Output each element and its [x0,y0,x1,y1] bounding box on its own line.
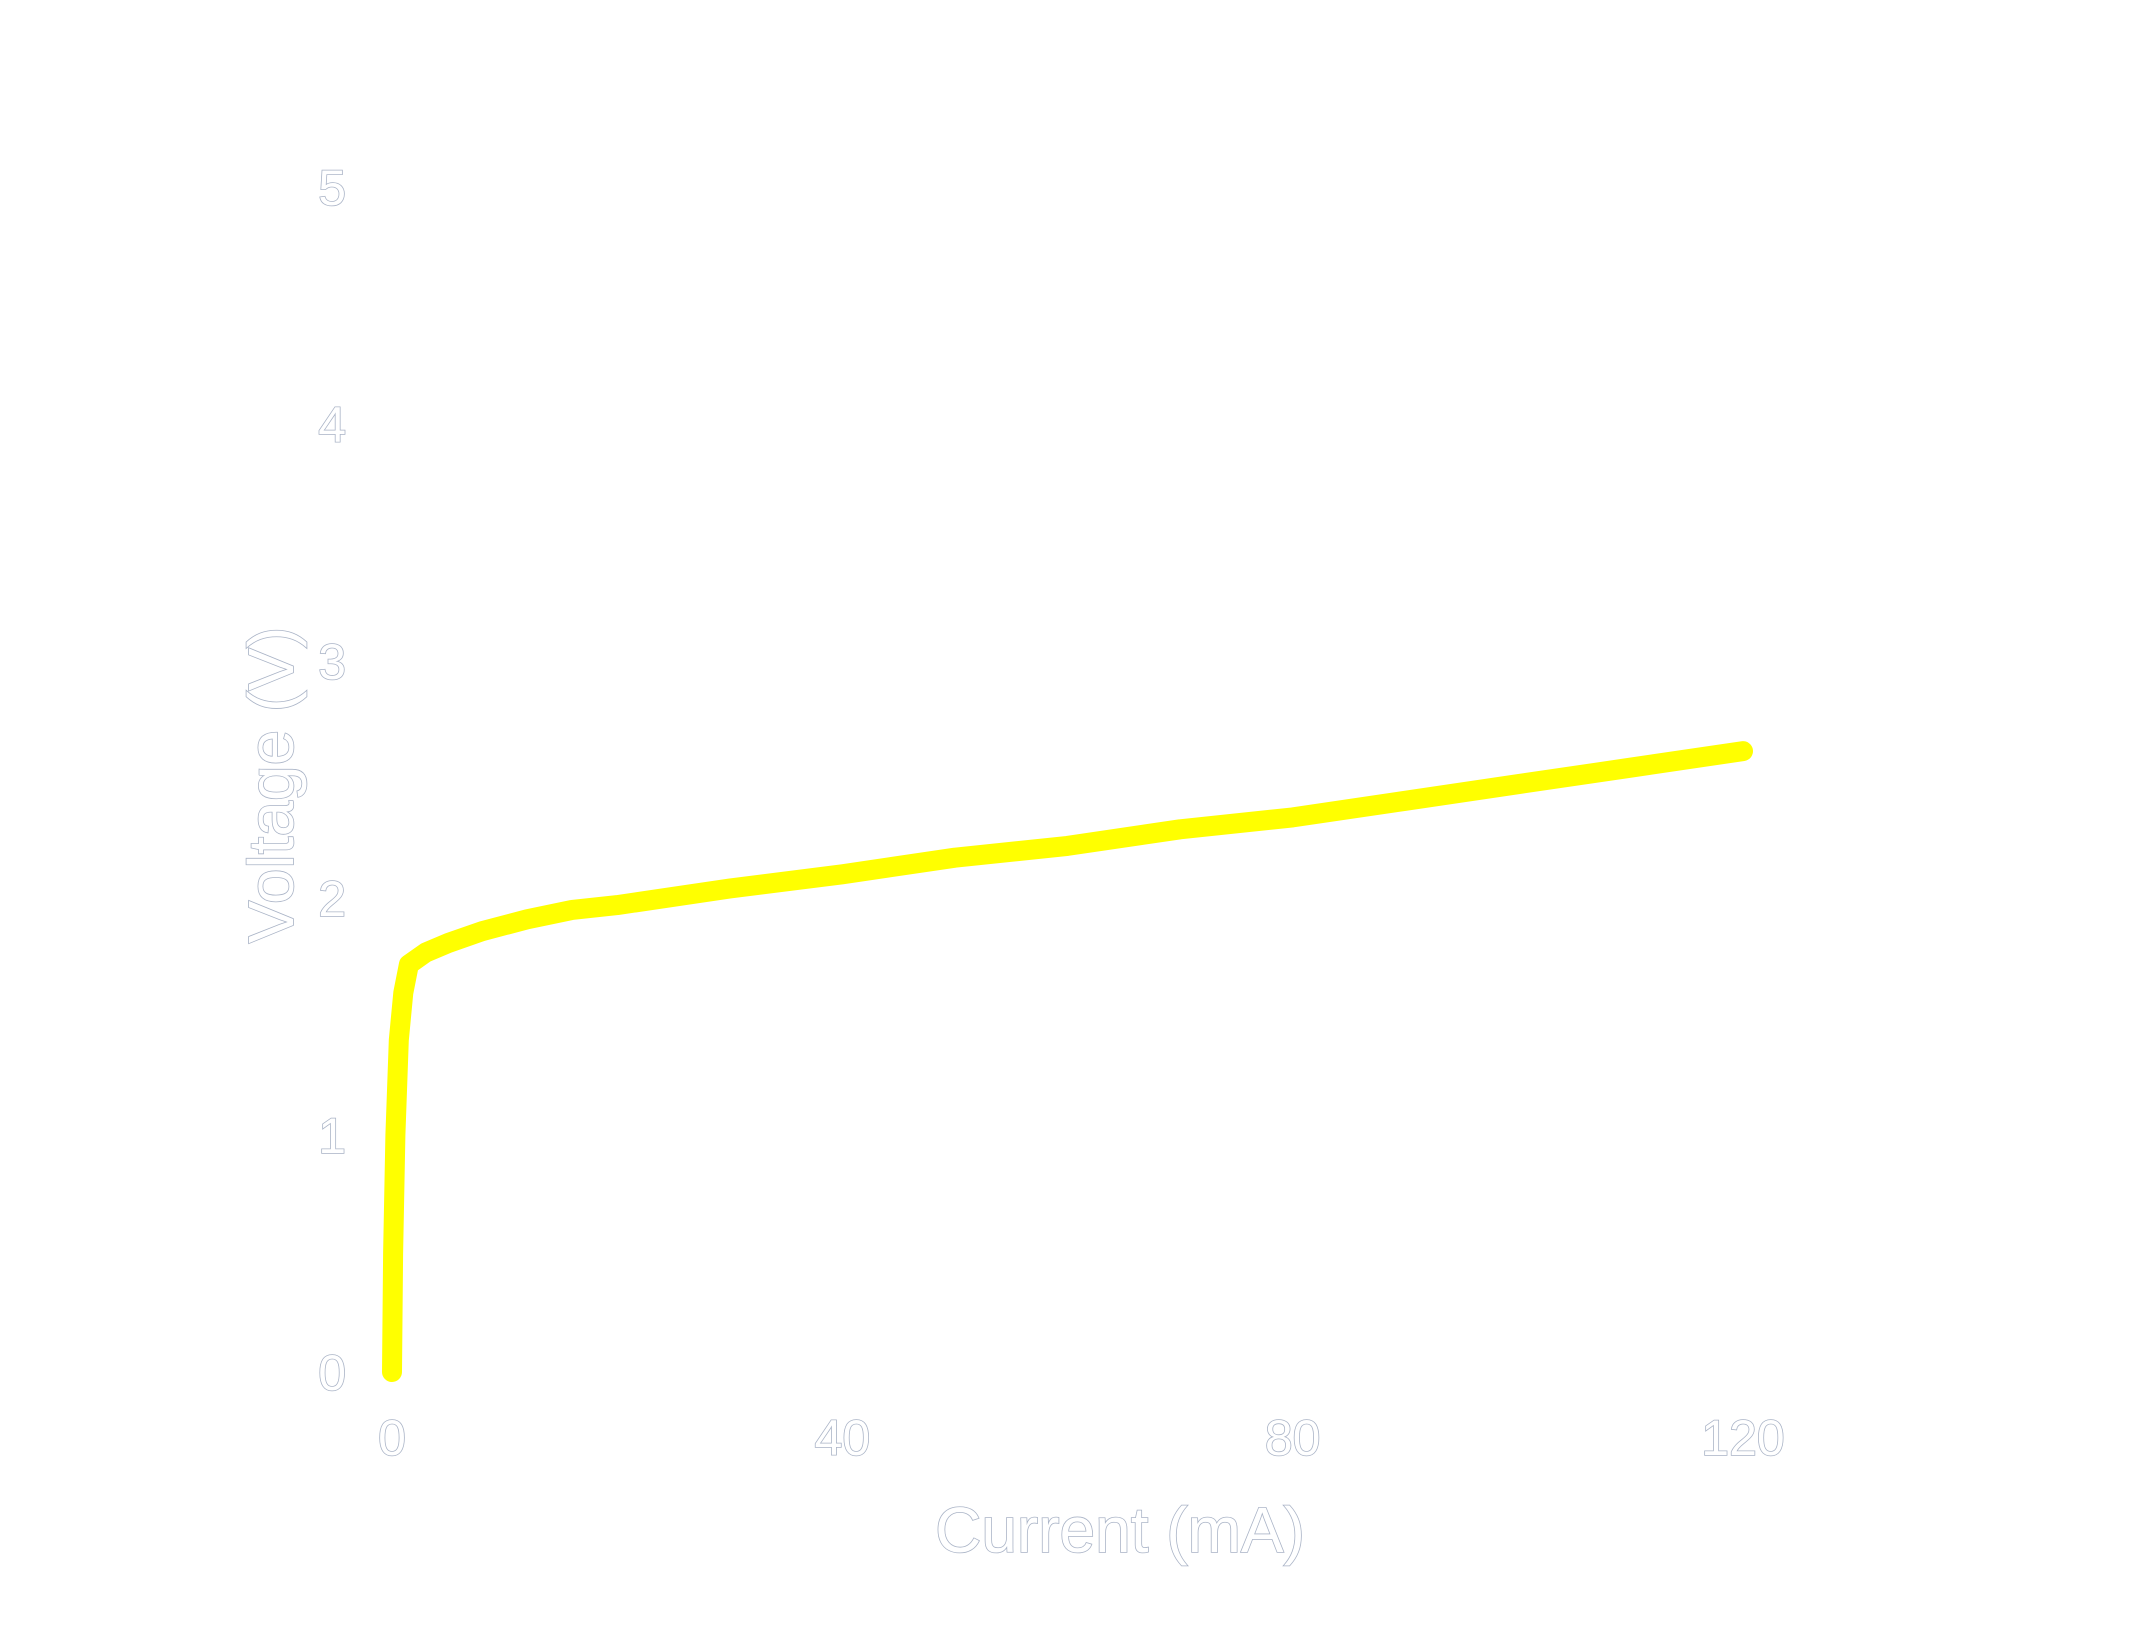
y-tick-label: 2 [318,871,346,927]
x-axis-ticks: 0 40 80 120 [377,1409,1785,1467]
x-tick-label: 40 [815,1410,871,1466]
series-line [382,741,1753,1382]
y-tick-label: 0 [318,1345,346,1401]
y-tick-label: 1 [318,1108,346,1164]
x-tick-label: 120 [1701,1410,1784,1466]
x-tick-label: 80 [1265,1410,1321,1466]
y-tick-label: 4 [318,397,346,453]
x-tick-label: 0 [378,1410,406,1466]
plot-area [382,741,1753,1382]
y-tick-label: 5 [318,160,346,216]
y-axis-label: Voltage (V) [235,627,307,944]
y-tick-label: 3 [318,634,346,690]
x-axis-label: Current (mA) [935,1494,1305,1566]
y-axis-ticks: 0 1 2 3 4 5 [317,159,346,1402]
